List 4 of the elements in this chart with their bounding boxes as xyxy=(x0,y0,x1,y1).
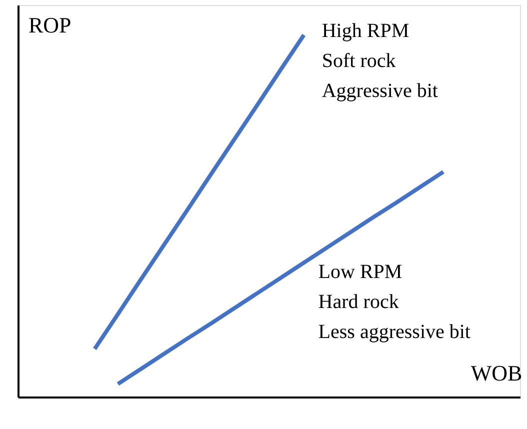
y-axis-title: ROP xyxy=(28,12,72,38)
series-label: High RPM Soft rock Aggressive bit xyxy=(322,20,438,102)
series-label: Low RPM Hard rock Less aggressive bit xyxy=(318,260,471,343)
x-axis-title: WOB xyxy=(470,360,522,386)
